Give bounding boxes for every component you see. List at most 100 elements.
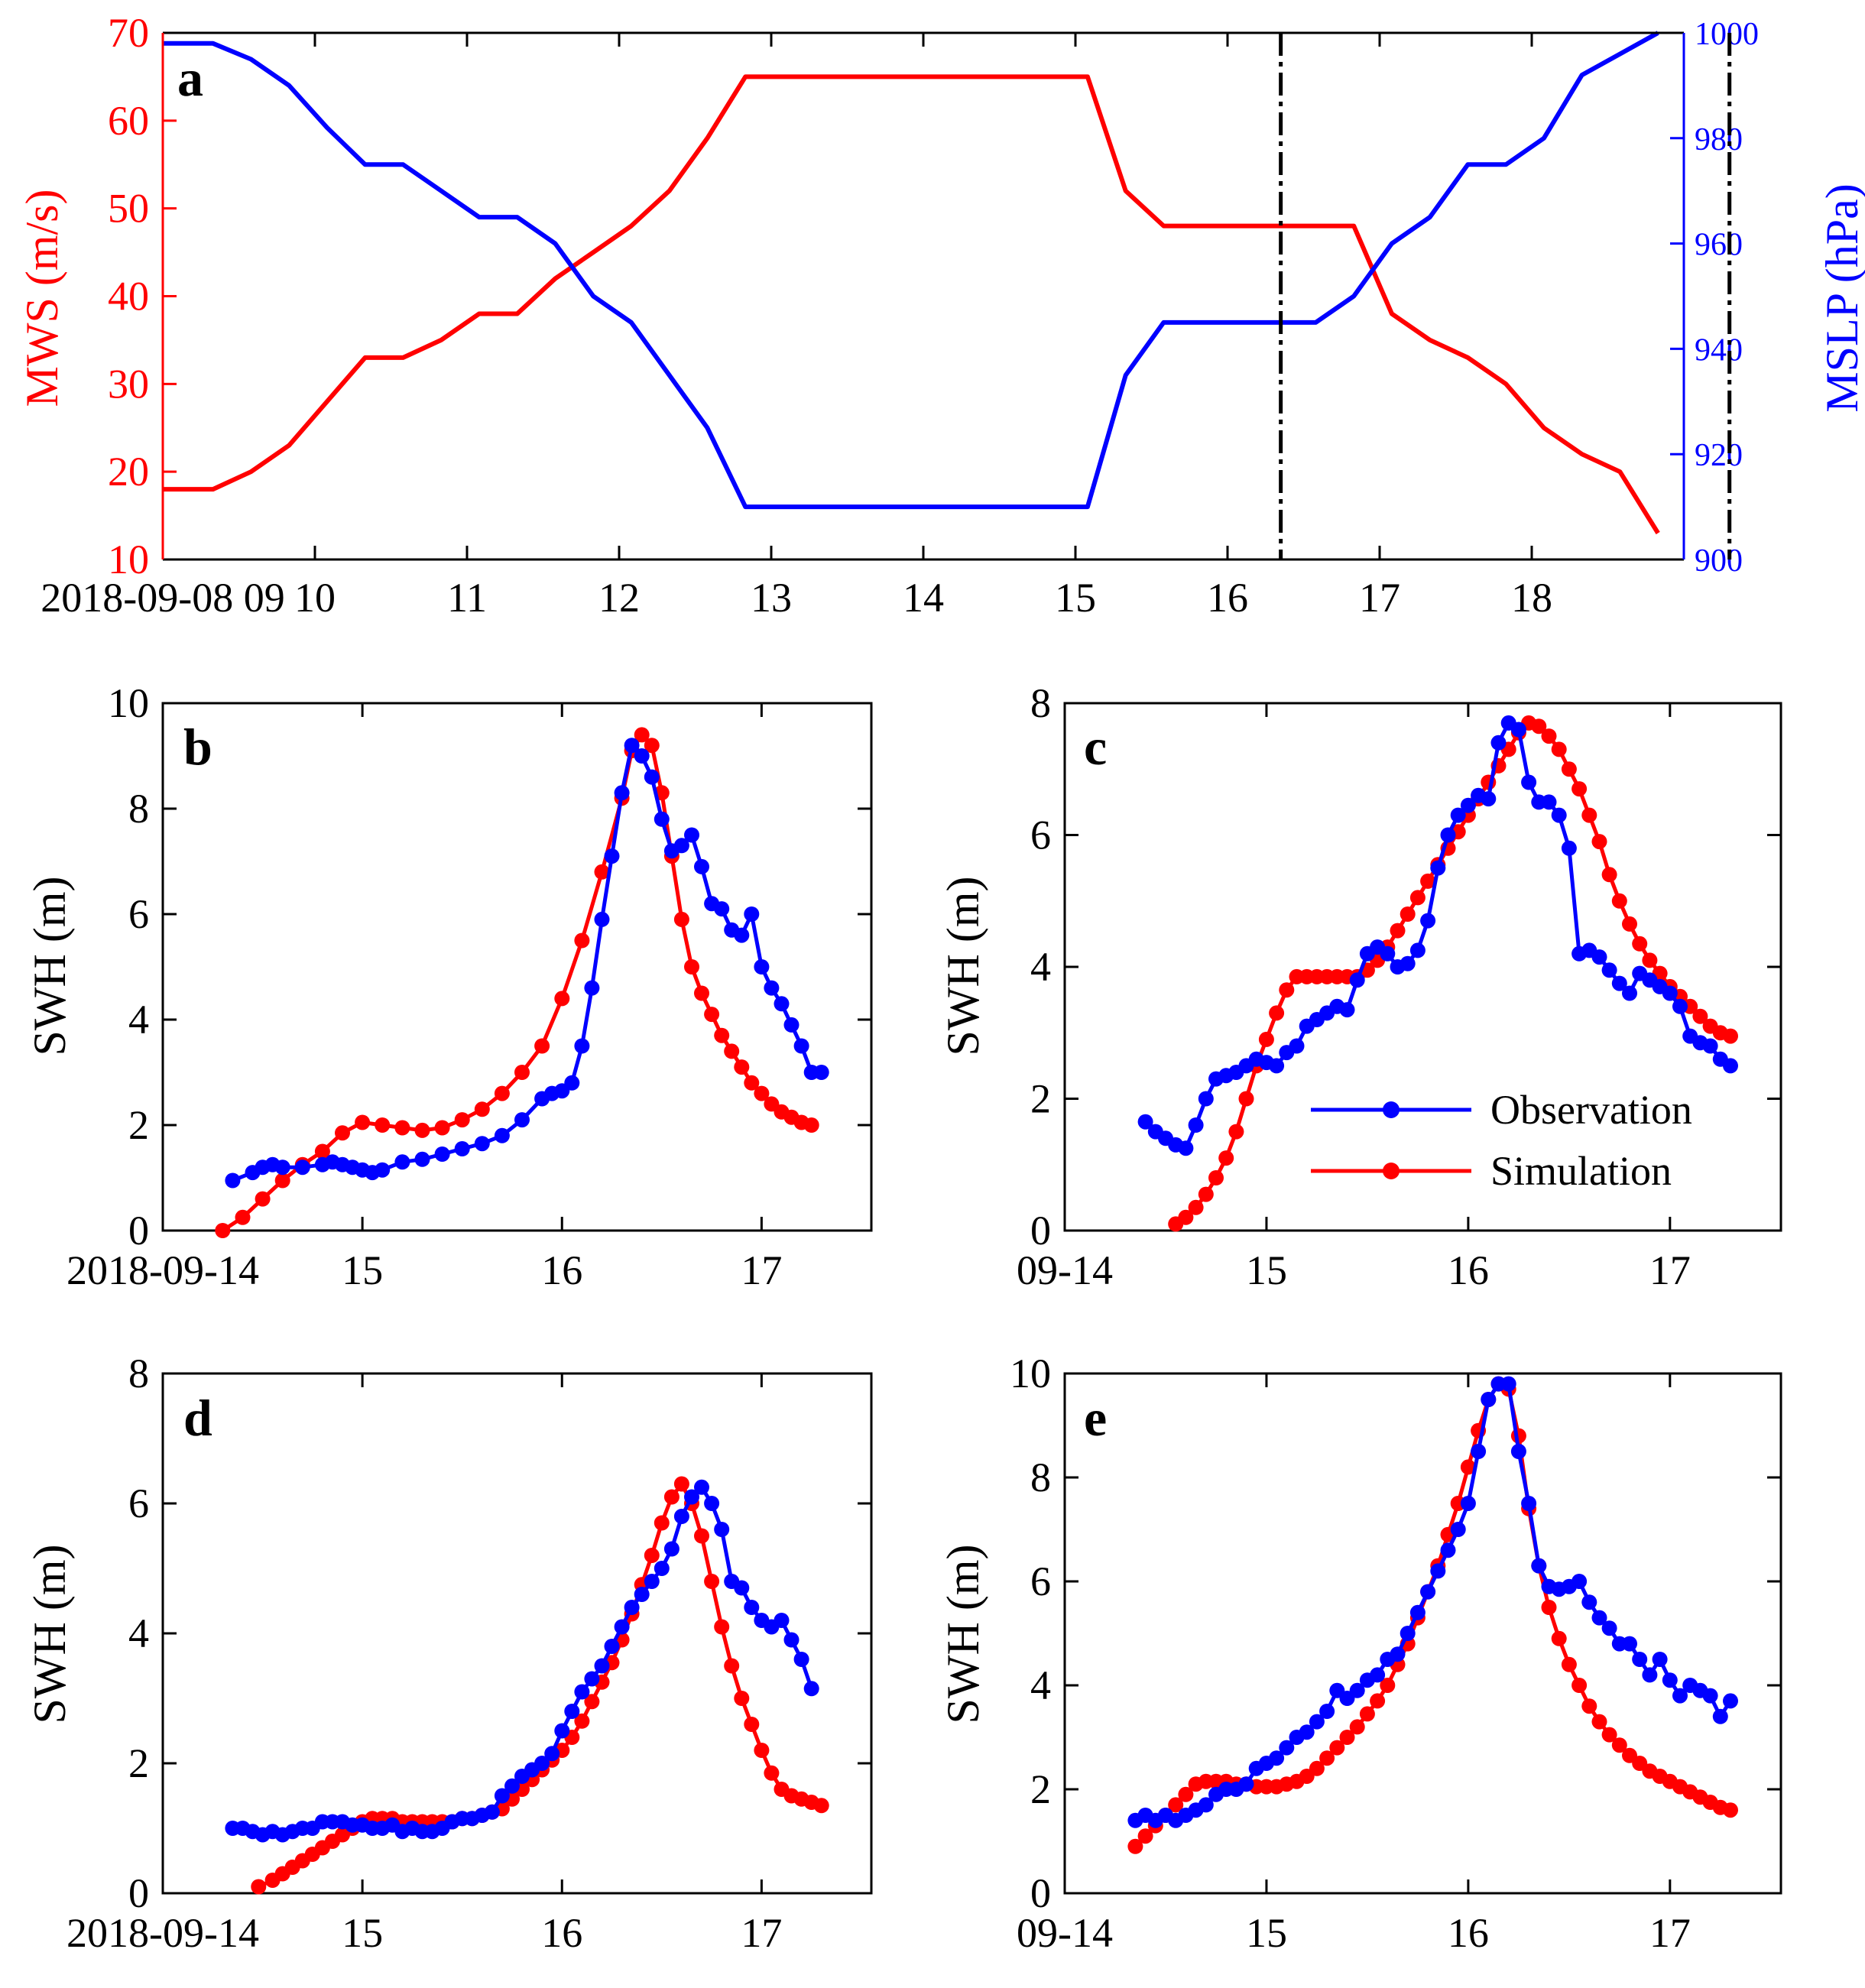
panel-d-frame	[161, 1372, 873, 1895]
panel-e-simulation-point	[1339, 1730, 1355, 1745]
panel-d-observation-point	[734, 1580, 750, 1596]
panel-e-observation-point	[1349, 1682, 1365, 1698]
panel-b-simulation-point	[704, 1007, 720, 1023]
panel-a-ytick-left-label: 30	[108, 361, 149, 407]
panel-c-observation-point	[1541, 794, 1557, 810]
panel-e-simulation-point	[1359, 1706, 1375, 1722]
panel-a-ytick-left-label: 40	[108, 274, 149, 319]
panel-b-simulation-point	[803, 1117, 819, 1133]
panel-b-ylabel: SWH (m)	[24, 877, 75, 1056]
panel-b-observation-point	[454, 1141, 470, 1156]
panel-e-simulation-point	[1551, 1630, 1567, 1646]
panel-e-observation-point	[1400, 1626, 1416, 1641]
panel-b-simulation-point	[684, 959, 699, 975]
panel-c-ylabel: SWH (m)	[938, 877, 988, 1056]
panel-c-simulation-point	[1228, 1124, 1244, 1140]
panel-c-observation-point	[1490, 735, 1507, 751]
panel-c-observation-point	[1178, 1140, 1194, 1156]
panel-b-observation-point	[624, 738, 640, 754]
panel-e-simulation-point	[1571, 1678, 1588, 1693]
panel-a-ylabel-left: MWS (m/s)	[17, 190, 67, 407]
panel-c-simulation-point	[1571, 781, 1588, 797]
panel-e-observation-point	[1198, 1797, 1214, 1813]
panel-b-simulation-point	[494, 1085, 510, 1101]
panel-b-series-simulation-line	[221, 732, 812, 1233]
panel-label-e: e	[1084, 1389, 1107, 1447]
panel-c-observation-point	[1622, 985, 1637, 1001]
panel-c-simulation-point	[1400, 906, 1416, 922]
panel-a-chart: a MWS (m/s) MSLP (hPa) 2018-09-08 09 10 11…	[17, 10, 1865, 621]
panel-e-observation-point	[1319, 1704, 1335, 1719]
panel-e-observation-point	[1672, 1688, 1688, 1704]
panel-c-ytick-label: 2	[1030, 1076, 1051, 1122]
panel-b-xtick-label: 16	[541, 1247, 582, 1293]
panel-d-xtick-label: 16	[541, 1910, 582, 1956]
panel-d-simulation-point	[574, 1713, 590, 1729]
panel-b-observation-point	[584, 980, 600, 996]
panel-e-ylabel: SWH (m)	[938, 1545, 988, 1724]
panel-c-simulation-point	[1420, 873, 1436, 889]
panel-e-frame	[1063, 1372, 1782, 1895]
panel-d-simulation-point	[744, 1717, 760, 1732]
panel-d-observation-point	[594, 1658, 610, 1674]
panel-e-ytick-label: 6	[1030, 1558, 1051, 1604]
panel-c-observation-point	[1349, 972, 1365, 988]
panel-c-simulation-point	[1198, 1186, 1214, 1202]
panel-b-observation-point	[813, 1065, 829, 1080]
panel-e-simulation-point	[1329, 1740, 1345, 1756]
panel-e-simulation-point	[1370, 1693, 1386, 1709]
panel-c-observation-point	[1481, 791, 1497, 807]
panel-c-simulation-point	[1611, 893, 1627, 909]
panel-e-observation-point	[1531, 1558, 1547, 1574]
panel-e-simulation-point	[1601, 1727, 1617, 1743]
panel-c-observation-point	[1551, 807, 1567, 823]
panel-e-ytick-label: 4	[1030, 1662, 1051, 1708]
panel-b-simulation-point	[434, 1120, 450, 1136]
panel-a-xtick-label: 10	[294, 575, 336, 621]
panel-e-simulation-point	[1309, 1760, 1325, 1776]
panel-d-simulation-point	[644, 1548, 660, 1563]
panel-b-observation-point	[644, 769, 660, 785]
panel-label-b: b	[183, 718, 212, 776]
panel-c-observation-point	[1561, 840, 1577, 856]
panel-c-simulation-point	[1269, 1005, 1285, 1021]
panel-b-frame	[161, 702, 873, 1232]
panel-b-simulation-point	[235, 1209, 251, 1225]
panel-a-xtick-label: 15	[1055, 575, 1096, 621]
panel-c-simulation-point	[1258, 1031, 1274, 1047]
panel-c-chart: c SWH (m) 09-14 15 16 17 0 2 4 6 8	[938, 680, 1782, 1293]
panel-e-chart: e SWH (m) 09-14 15 16 17 0 2 4 6 8 10	[938, 1351, 1782, 1956]
panel-d-observation-point	[604, 1639, 620, 1654]
panel-e-simulation-point	[1591, 1714, 1607, 1730]
panel-d-observation-point	[793, 1652, 809, 1667]
panel-e-simulation-point	[1581, 1698, 1597, 1714]
panel-b-observation-point	[494, 1127, 510, 1143]
panel-c-simulation-point	[1178, 1209, 1194, 1225]
panel-d-observation-point	[774, 1613, 790, 1628]
panel-d-observation-point	[614, 1619, 630, 1635]
panel-c-observation-point	[1420, 913, 1436, 929]
panel-a-xtick-label: 12	[598, 575, 640, 621]
panel-b-simulation-point	[724, 1043, 740, 1059]
panel-b-simulation-point	[454, 1112, 470, 1128]
panel-e-simulation-point	[1137, 1828, 1153, 1844]
panel-c-observation-point	[1400, 955, 1416, 971]
panel-e-simulation-point	[1127, 1838, 1143, 1854]
panel-c-observation-point	[1591, 949, 1607, 965]
panel-c-ytick-label: 8	[1030, 680, 1051, 726]
panel-d-observation-point	[714, 1522, 730, 1537]
panel-b-observation-point	[734, 927, 750, 943]
panel-c-ytick-label: 4	[1030, 944, 1051, 990]
panel-e-observation-point	[1712, 1708, 1728, 1724]
panel-b-simulation-point	[554, 991, 570, 1007]
panel-d-chart: d SWH (m) 2018-09-14 15 16 17 0 2 4 6 8	[24, 1351, 873, 1956]
panel-e-xtick-label: 15	[1246, 1910, 1287, 1956]
panel-e-observation-point	[1702, 1688, 1718, 1704]
panel-c-xtick-label: 17	[1649, 1247, 1691, 1293]
panel-b-observation-point	[614, 785, 630, 801]
panel-a-ytick-left-label: 10	[108, 537, 149, 582]
panel-e-observation-point	[1370, 1667, 1386, 1683]
panel-b-simulation-point	[274, 1172, 290, 1189]
panel-c-observation-point	[1430, 860, 1446, 876]
